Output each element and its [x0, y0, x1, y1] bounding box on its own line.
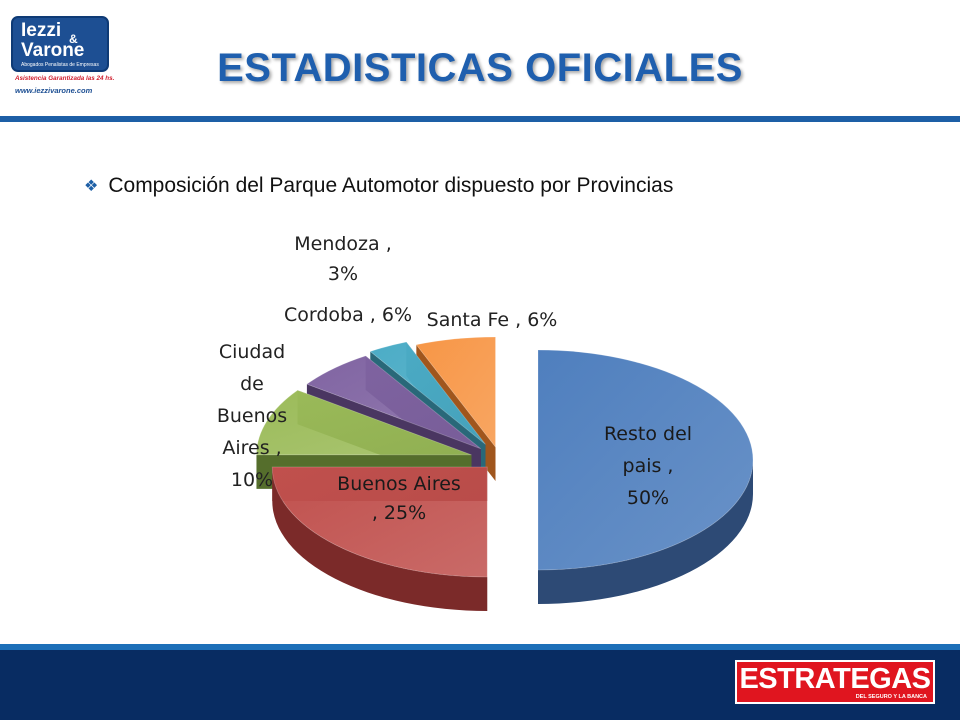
brand-logo: ESTRATEGAS DEL SEGURO Y LA BANCA	[735, 660, 935, 704]
logo-line2: Varone	[21, 40, 85, 61]
pie-slice-buenos-aires	[271, 466, 488, 612]
data-label-ciudad-de-buenos-aires: Ciudad de Buenos Aires , 10%	[217, 341, 287, 491]
logo-line1: Iezzi	[21, 20, 62, 41]
diamond-bullet-icon: ❖	[84, 178, 99, 195]
data-label-buenos-aires: Buenos Aires, 25%	[337, 473, 461, 524]
page-title: ESTADISTICAS OFICIALES	[217, 46, 743, 90]
logo-url: www.iezzivarone.com	[15, 86, 93, 95]
logo-badge: Iezzi & Varone Abogados Penalistas de Em…	[11, 16, 109, 72]
brand-subtitle: DEL SEGURO Y LA BANCA	[855, 694, 927, 700]
header-divider	[0, 116, 960, 122]
brand-name: ESTRATEGAS	[739, 663, 931, 695]
bullet-text: Composición del Parque Automotor dispues…	[108, 174, 674, 197]
data-label-mendoza: Mendoza , 3%	[294, 233, 392, 285]
pie-slice-resto-del-pais	[537, 349, 754, 604]
data-label-resto-del-pais: Resto del pais , 50%	[604, 423, 692, 509]
data-label-cordoba: Cordoba , 6%	[284, 304, 412, 326]
logo-subtitle: Abogados Penalistas de Empresas	[21, 62, 99, 68]
footer-divider	[0, 644, 960, 650]
logo-amp: &	[69, 32, 78, 46]
company-logo: Iezzi & Varone Abogados Penalistas de Em…	[11, 16, 115, 96]
data-label-santa-fe: Santa Fe , 6%	[427, 309, 558, 331]
logo-tagline: Asistencia Garantizada las 24 hs.	[15, 75, 115, 82]
bullet-item: ❖ Composición del Parque Automotor dispu…	[84, 174, 673, 198]
